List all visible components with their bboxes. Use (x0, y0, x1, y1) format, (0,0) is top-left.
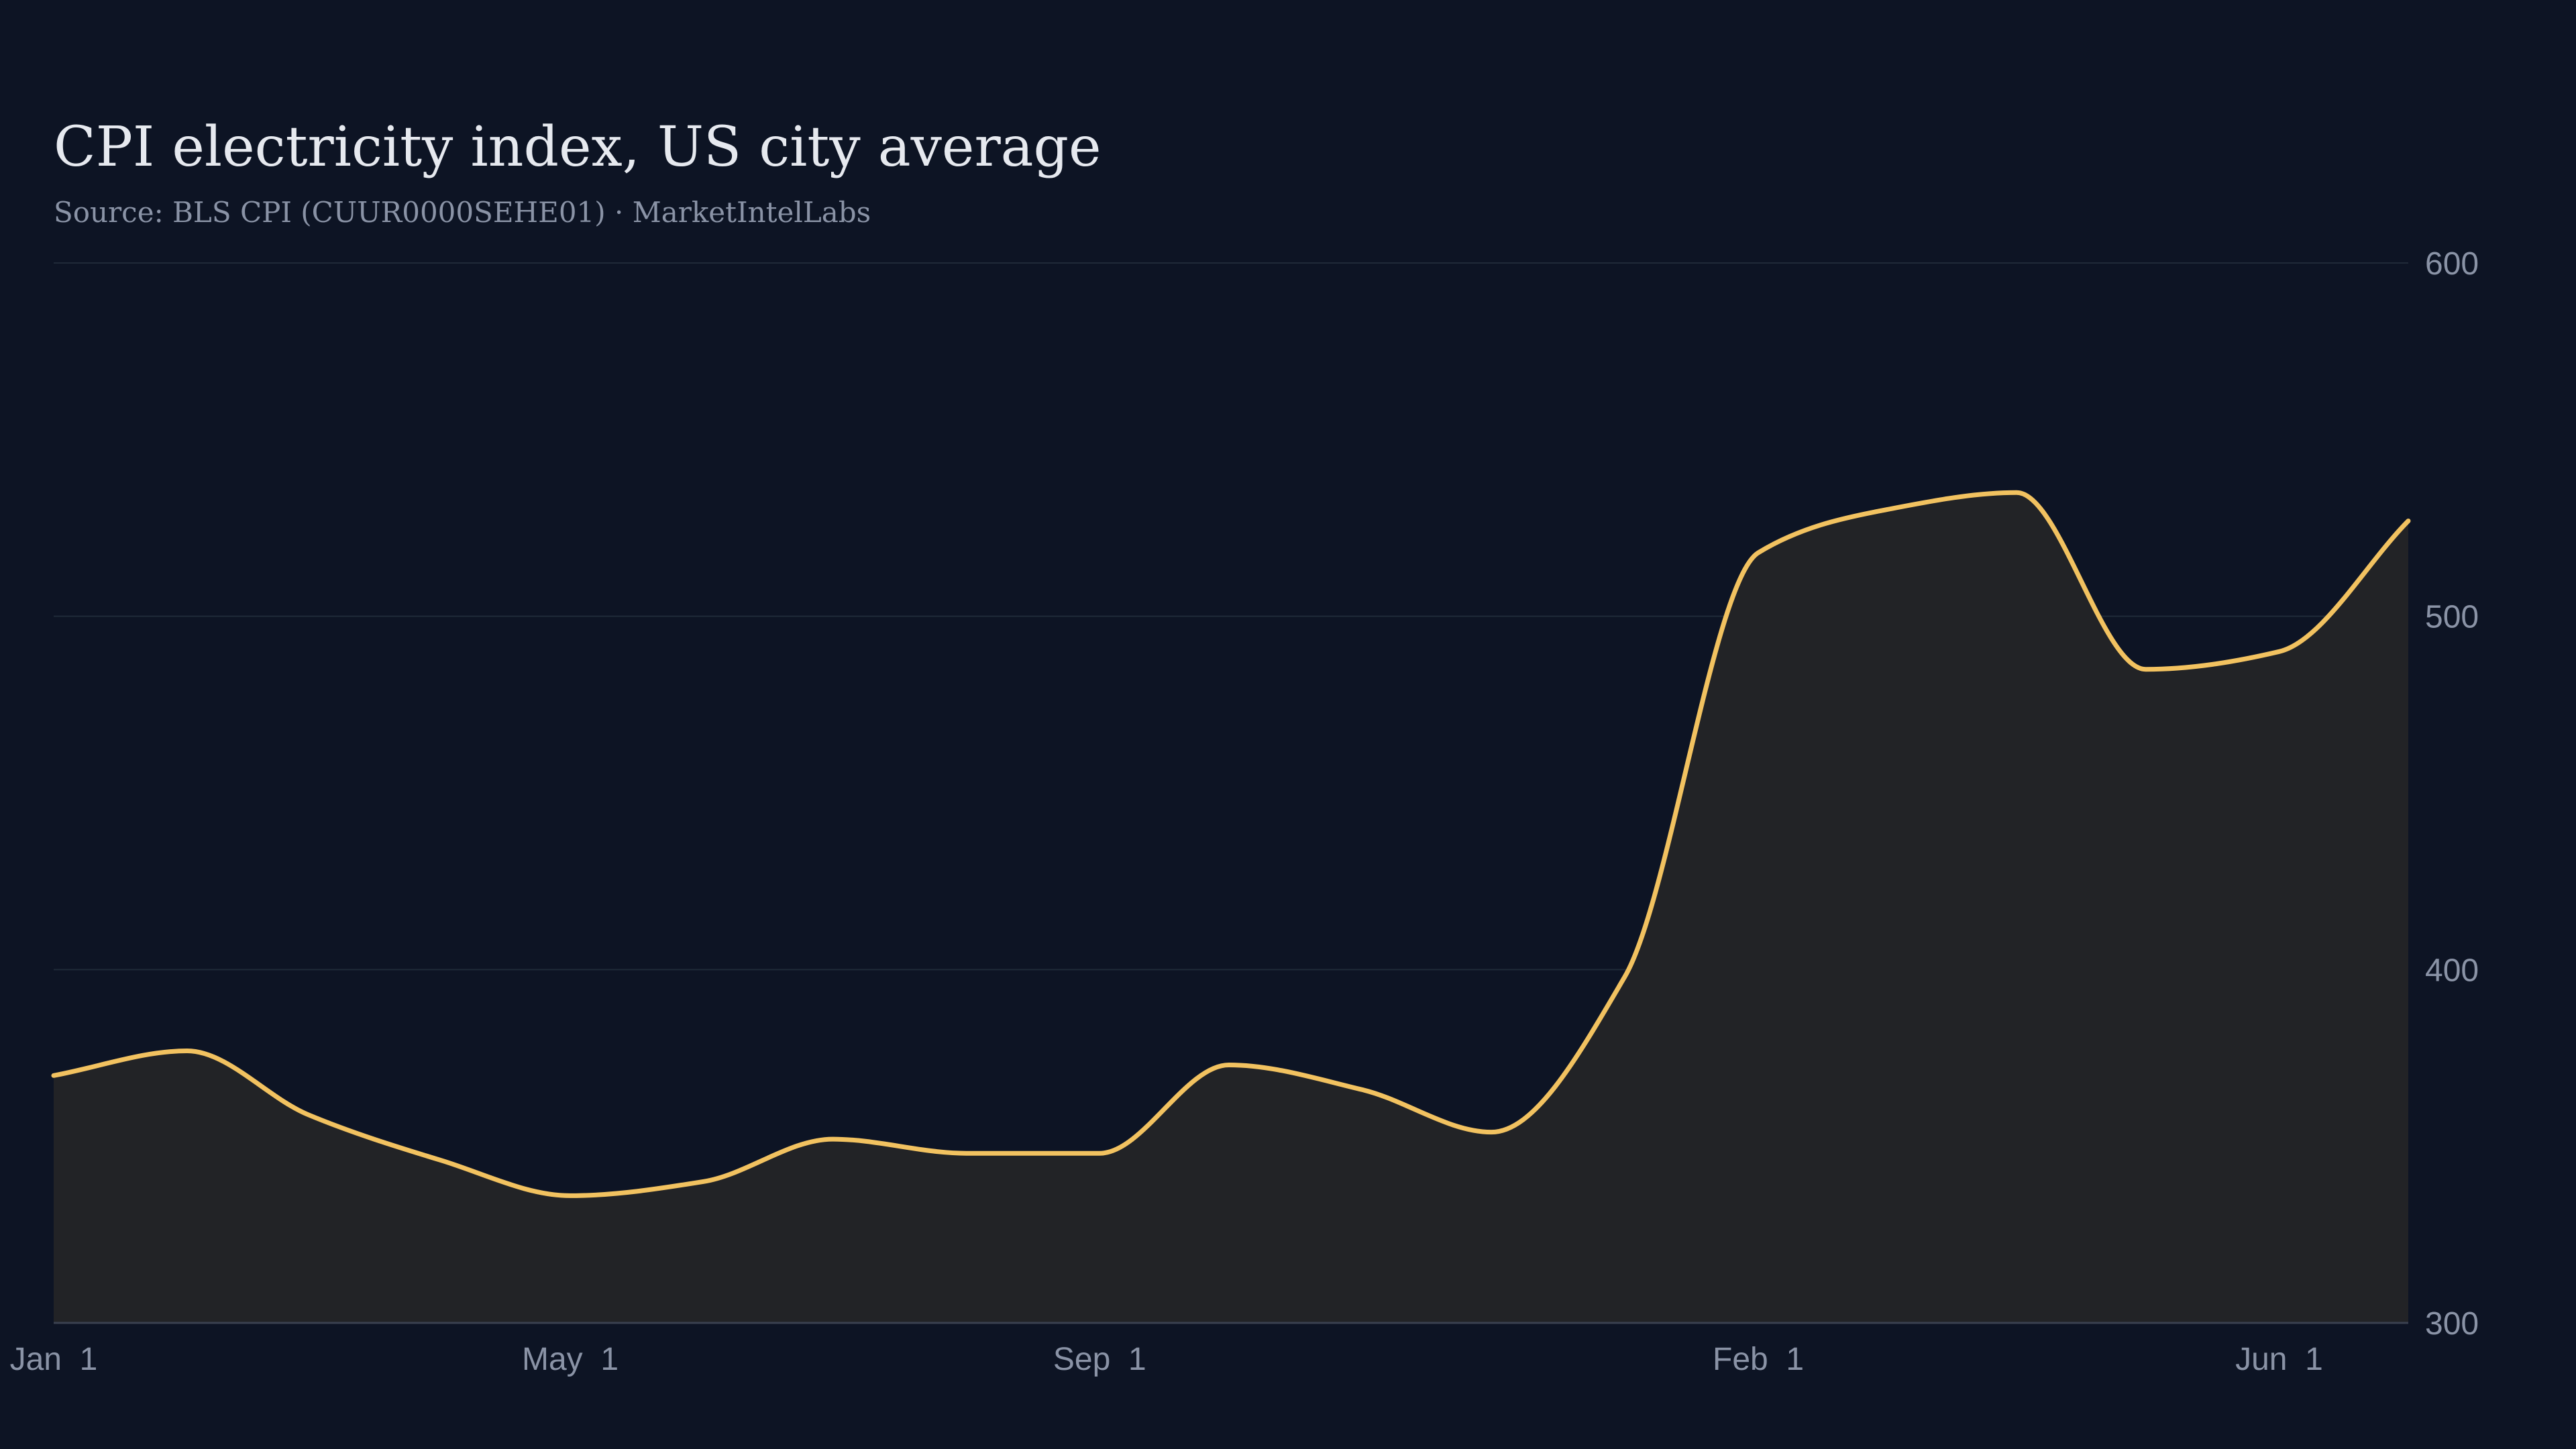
y-tick-label: 600 (2425, 246, 2479, 282)
y-tick-label: 300 (2425, 1306, 2479, 1342)
x-tick-label: Jan 1 (10, 1342, 98, 1377)
x-tick-label: May 1 (522, 1342, 619, 1377)
chart-title: CPI electricity index, US city average (54, 115, 1102, 179)
series-area-fill (54, 492, 2408, 1323)
y-axis-ticks: 300 400 500 600 (2425, 246, 2479, 1342)
x-axis-ticks: Jan 1 May 1 Sep 1 Feb 1 Jun 1 (10, 1342, 2323, 1377)
series-line (51, 490, 2411, 1198)
chart-subtitle: Source: BLS CPI (CUUR0000SEHE01) · Marke… (54, 196, 871, 229)
x-tick-label: Jun 1 (2235, 1342, 2323, 1377)
y-tick-label: 500 (2425, 600, 2479, 635)
x-tick-label: Feb 1 (1713, 1342, 1804, 1377)
y-tick-label: 400 (2425, 953, 2479, 988)
x-tick-label: Sep 1 (1053, 1342, 1146, 1377)
